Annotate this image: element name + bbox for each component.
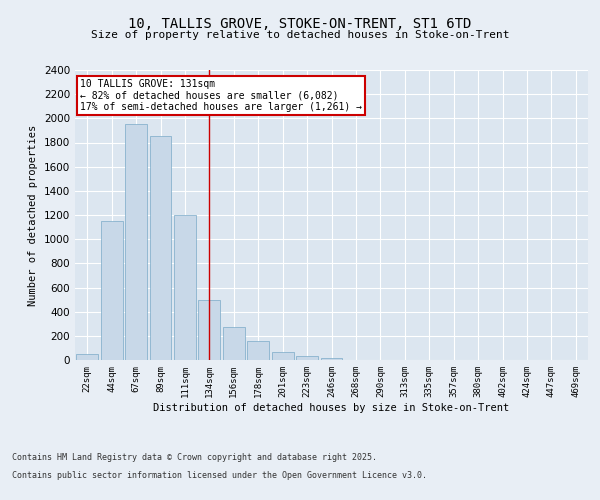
Text: Contains HM Land Registry data © Crown copyright and database right 2025.: Contains HM Land Registry data © Crown c… <box>12 454 377 462</box>
Bar <box>101 221 122 360</box>
Bar <box>223 328 245 360</box>
Text: Size of property relative to detached houses in Stoke-on-Trent: Size of property relative to detached ho… <box>91 30 509 40</box>
Bar <box>320 358 343 360</box>
Bar <box>272 352 293 360</box>
Bar <box>149 136 172 360</box>
X-axis label: Distribution of detached houses by size in Stoke-on-Trent: Distribution of detached houses by size … <box>154 402 509 412</box>
Bar <box>247 340 269 360</box>
Bar <box>296 356 318 360</box>
Text: 10 TALLIS GROVE: 131sqm
← 82% of detached houses are smaller (6,082)
17% of semi: 10 TALLIS GROVE: 131sqm ← 82% of detache… <box>80 78 362 112</box>
Bar <box>125 124 147 360</box>
Bar <box>76 354 98 360</box>
Bar <box>174 215 196 360</box>
Text: 10, TALLIS GROVE, STOKE-ON-TRENT, ST1 6TD: 10, TALLIS GROVE, STOKE-ON-TRENT, ST1 6T… <box>128 18 472 32</box>
Y-axis label: Number of detached properties: Number of detached properties <box>28 124 38 306</box>
Text: Contains public sector information licensed under the Open Government Licence v3: Contains public sector information licen… <box>12 471 427 480</box>
Bar <box>199 300 220 360</box>
